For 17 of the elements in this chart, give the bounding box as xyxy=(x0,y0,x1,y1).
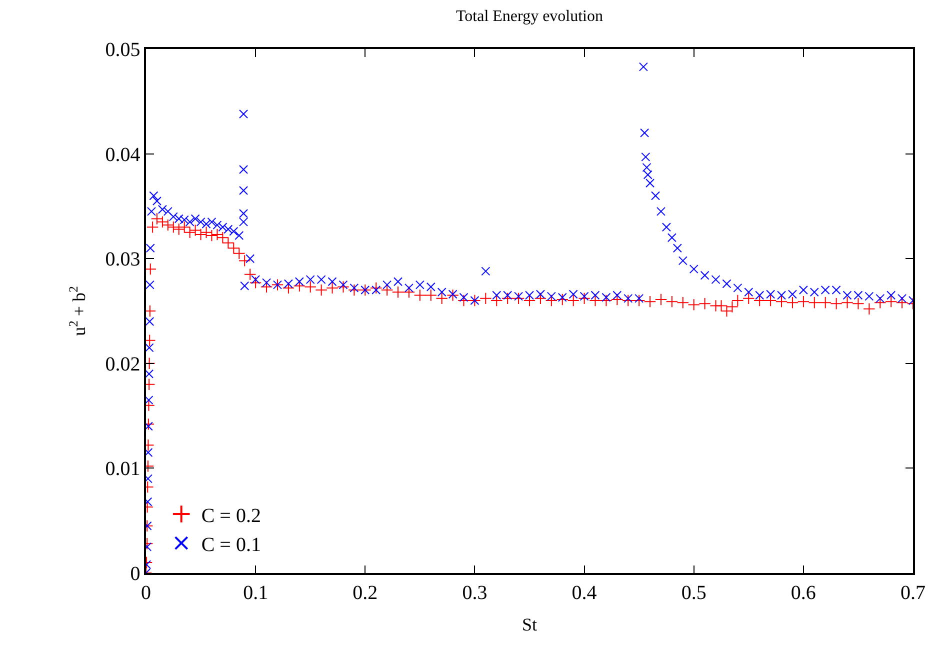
x-tick-label: 0.5 xyxy=(681,582,706,604)
y-tick-label: 0.04 xyxy=(105,144,140,166)
x-tick-label: 0.4 xyxy=(572,582,597,604)
y-tick-label: 0.03 xyxy=(105,248,140,271)
y-tick-label: 0 xyxy=(130,563,140,585)
x-tick-label: 0.7 xyxy=(900,582,926,604)
y-tick-label: 0.01 xyxy=(105,458,140,480)
x-tick-label: 0.2 xyxy=(352,582,378,604)
x-tick-label: 0.1 xyxy=(243,582,268,604)
legend-label: C = 0.1 xyxy=(201,534,261,556)
x-axis-title: St xyxy=(522,614,538,634)
chart-title: Total Energy evolution xyxy=(456,8,603,25)
x-tick-label: 0.6 xyxy=(790,582,816,604)
y-tick-label: 0.02 xyxy=(105,353,140,376)
y-tick-label: 0.05 xyxy=(105,39,140,61)
x-tick-label: 0.3 xyxy=(462,582,488,604)
legend-label: C = 0.2 xyxy=(201,504,261,527)
